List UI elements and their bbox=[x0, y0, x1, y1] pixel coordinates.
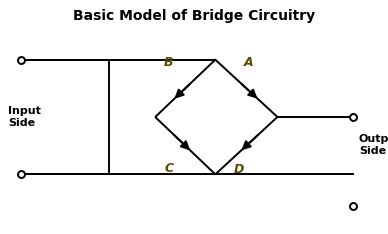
Text: Input
Side: Input Side bbox=[8, 106, 41, 128]
Text: Output
Side: Output Side bbox=[359, 134, 388, 156]
Text: A: A bbox=[244, 55, 253, 69]
Text: D: D bbox=[234, 163, 244, 176]
Text: Basic Model of Bridge Circuitry: Basic Model of Bridge Circuitry bbox=[73, 9, 315, 23]
Text: C: C bbox=[164, 162, 173, 175]
Text: B: B bbox=[164, 55, 173, 69]
